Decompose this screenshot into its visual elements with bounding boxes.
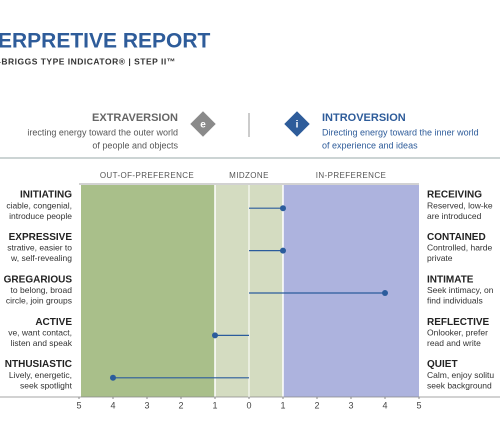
report-title: ERPRETIVE REPORT [0, 30, 211, 53]
facet-name: QUIET [427, 359, 458, 370]
facet-description: strative, easier to [7, 243, 72, 253]
facet-name: EXPRESSIVE [9, 232, 73, 243]
zone-label: OUT-OF-PREFERENCE [100, 171, 194, 180]
facet-description: to belong, broad [11, 285, 73, 295]
facet-dot [110, 374, 116, 381]
facet-description: private [427, 253, 453, 263]
pole-description: of experience and ideas [322, 140, 418, 150]
facet-description: Lively, energetic, [9, 370, 72, 380]
x-tick-label: 1 [212, 400, 217, 410]
report-subtitle: -BRIGGS TYPE INDICATOR® | STEP II™ [0, 56, 176, 66]
facet-description: Reserved, low-ke [427, 200, 493, 210]
x-tick-label: 4 [382, 400, 387, 410]
facet-description: Controlled, harde [427, 243, 492, 253]
facet-description: w, self-revealing [10, 253, 72, 263]
pole-name: EXTRAVERSION [92, 112, 178, 124]
x-tick-label: 3 [144, 400, 149, 410]
facet-name: INTIMATE [427, 274, 474, 285]
x-tick-label: 4 [110, 400, 115, 410]
x-tick-label: 2 [314, 400, 319, 410]
facet-dot [382, 290, 388, 296]
pole-description: Directing energy toward the inner world [322, 127, 479, 137]
facet-description: listen and speak [11, 338, 73, 348]
x-tick-label: 0 [246, 400, 251, 410]
facet-dot [280, 205, 286, 212]
facet-description: find individuals [427, 296, 483, 306]
x-tick-label: 5 [416, 400, 421, 410]
facet-description: introduce people [9, 211, 72, 221]
facet-description: seek spotlight [20, 380, 73, 390]
facet-description: seek background [427, 380, 492, 390]
icon-letter: i [296, 120, 299, 131]
facet-description: Onlooker, prefer [427, 327, 488, 337]
x-tick-label: 2 [178, 400, 183, 410]
facet-name: INITIATING [20, 190, 72, 201]
i-icon [284, 111, 310, 137]
facet-description: Calm, enjoy solitu [427, 370, 494, 380]
facet-dot [280, 247, 286, 254]
facet-description: circle, join groups [6, 296, 72, 306]
x-tick-label: 1 [280, 400, 285, 410]
zone-label: IN-PREFERENCE [316, 171, 387, 180]
pole-description: of people and objects [92, 140, 178, 150]
zone-label: MIDZONE [229, 171, 269, 180]
facet-name: GREGARIOUS [4, 274, 73, 285]
x-tick-label: 3 [348, 400, 353, 410]
facet-name: RECEIVING [427, 190, 482, 201]
facet-description: are introduced [427, 211, 482, 221]
in-preference-zone [283, 185, 419, 397]
facet-description: ciable, congenial, [6, 200, 72, 210]
facet-description: Seek intimacy, on [427, 285, 494, 295]
facet-description: ve, want contact, [8, 327, 72, 337]
out-of-preference-zone [81, 185, 215, 397]
pole-name: INTROVERSION [322, 112, 406, 124]
facet-name: CONTAINED [427, 232, 486, 243]
facet-name: ACTIVE [35, 317, 72, 328]
icon-letter: e [200, 120, 206, 131]
facet-dot [212, 332, 218, 339]
pole-description: irecting energy toward the outer world [27, 127, 178, 137]
facet-description: read and write [427, 338, 481, 348]
facet-name: NTHUSIASTIC [5, 359, 72, 370]
x-tick-label: 5 [76, 400, 81, 410]
facet-name: REFLECTIVE [427, 317, 490, 328]
